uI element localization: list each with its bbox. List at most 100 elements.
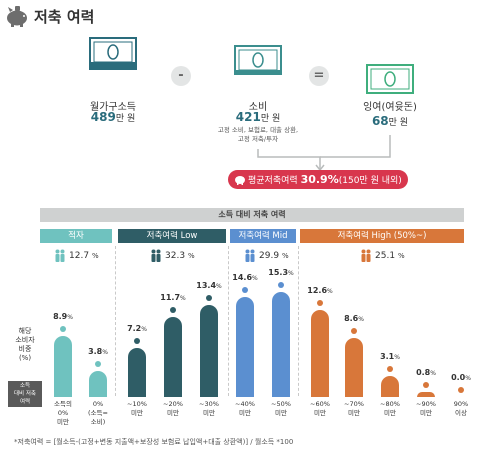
bar-value-label: 12.6% — [307, 286, 333, 296]
spend-label: 소비 — [248, 102, 268, 113]
category-deficit: 적자 — [40, 229, 112, 243]
bar-dot — [278, 281, 284, 288]
bar-dot — [170, 306, 176, 313]
bar-dot — [134, 337, 140, 344]
group-divider — [115, 246, 116, 396]
category-low-label: 저축여력 Low — [146, 231, 198, 241]
bar — [164, 316, 182, 397]
bar-value-label: 0.0% — [451, 373, 471, 382]
category-mid-share: 29.9% — [244, 249, 289, 262]
x-tick-label: 90% 이상 — [453, 400, 469, 417]
bar-dot — [242, 286, 248, 293]
bar-value-label: 14.6% — [232, 272, 258, 282]
category-low-share: 32.3% — [150, 249, 195, 262]
bar-value-label: 7.2% — [127, 323, 147, 333]
spend-note: 고정 소비, 보험료, 대출 상환, 고정 저축/투자 — [217, 126, 299, 143]
bar-dot — [60, 325, 66, 332]
surplus-unit: 만 원 — [388, 118, 409, 128]
page-title: 저축 여력 — [34, 8, 95, 26]
spend-value: 421만 원 — [216, 110, 300, 124]
bar-value-label: 3.8% — [88, 346, 108, 356]
bar-value-label: 13.4% — [196, 280, 222, 290]
people-icon — [361, 249, 371, 262]
group-divider — [298, 246, 299, 396]
bar-value-label: 15.3% — [268, 267, 294, 277]
bar-value-label: 0.8% — [416, 367, 436, 377]
category-deficit-label: 적자 — [68, 231, 84, 241]
bar — [381, 375, 399, 397]
banknote-stack-income-2 — [89, 67, 137, 70]
average-value: 30.9% — [300, 173, 339, 186]
bar — [89, 370, 107, 397]
bar-dot — [206, 294, 212, 301]
bar-value-label: 8.6% — [344, 313, 364, 323]
equals-operator: = — [309, 66, 329, 86]
chart-band-title: 소득 대비 저축 여력 — [40, 208, 464, 222]
x-tick-label: ~30% 미만 — [199, 400, 219, 417]
category-high-share-value: 25.1 — [375, 250, 396, 261]
piggy-bank-icon — [7, 6, 27, 27]
bar — [311, 310, 329, 397]
x-tick-label: ~40% 미만 — [235, 400, 255, 417]
category-high-share: 25.1% — [360, 249, 405, 262]
y-axis-label: 해당 소비자 비중 (%) — [15, 327, 35, 362]
category-deficit-share-value: 12.7 — [69, 250, 90, 261]
x-tick-label: 소득의 0% 미만 — [54, 400, 72, 426]
x-tick-label: ~50% 미만 — [271, 400, 291, 417]
bar-value-label: 8.9% — [53, 311, 73, 321]
income-amount: 489 — [90, 110, 116, 124]
category-low: 저축여력 Low — [118, 229, 226, 243]
spend-unit: 만 원 — [260, 114, 281, 124]
x-axis-badge: 소득 대비 저축 여력 — [8, 381, 42, 407]
category-high: 저축여력 High (50%~) — [300, 229, 464, 243]
bar — [236, 296, 254, 397]
connector-lines — [257, 135, 391, 171]
piggy-mini-icon — [235, 176, 245, 185]
category-deficit-share: 12.7% — [54, 249, 99, 262]
category-mid-label: 저축여력 Mid — [238, 231, 288, 241]
surplus-label: 잉여(여윳돈) — [363, 102, 417, 113]
bar — [417, 391, 435, 397]
group-divider — [228, 246, 229, 396]
bar — [200, 304, 218, 397]
people-icon — [245, 249, 255, 262]
income-label: 월가구소득 — [90, 102, 136, 113]
category-mid: 저축여력 Mid — [230, 229, 296, 243]
bar-dot — [95, 360, 101, 367]
bar — [345, 337, 363, 397]
category-high-label: 저축여력 High (50%~) — [337, 231, 427, 241]
footnote: *저축여력 = [월소득-(고정+변동 지출액+보장성 보험료 납입액+대출 상… — [14, 438, 294, 446]
bar-value-label: 3.1% — [380, 351, 400, 361]
x-tick-label: 0% (소득= 소비) — [88, 400, 108, 426]
bar-dot — [423, 381, 429, 388]
average-prefix: 평균저축여력 — [248, 176, 298, 186]
category-low-share-value: 32.3 — [165, 250, 186, 261]
bar-dot — [351, 327, 357, 334]
bar-dot — [317, 300, 323, 307]
average-savings-badge: 평균저축여력 30.9%(150만 원 내외) — [228, 170, 408, 189]
x-tick-label: ~90% 미만 — [416, 400, 436, 417]
income-value: 489만 원 — [70, 110, 156, 124]
bar — [128, 347, 146, 397]
bar-dot — [458, 387, 464, 393]
x-tick-label: ~20% 미만 — [163, 400, 183, 417]
surplus-amount: 68 — [371, 114, 389, 128]
surplus-value: 68만 원 — [345, 114, 435, 128]
average-suffix: (150만 원 내외) — [338, 176, 402, 186]
minus-operator: - — [171, 66, 191, 86]
x-tick-label: ~80% 미만 — [380, 400, 400, 417]
x-tick-label: ~70% 미만 — [344, 400, 364, 417]
bar — [54, 335, 72, 397]
people-icon — [151, 249, 161, 262]
x-tick-label: ~60% 미만 — [310, 400, 330, 417]
bar — [272, 291, 290, 397]
banknote-icon-surplus — [366, 64, 414, 94]
bar-value-label: 11.7% — [160, 292, 186, 302]
people-icon — [55, 249, 65, 262]
banknote-stack-spend — [234, 70, 282, 73]
income-unit: 만 원 — [115, 114, 136, 124]
bar-dot — [387, 365, 393, 372]
spend-amount: 421 — [235, 110, 261, 124]
banknote-stack-income — [89, 62, 137, 65]
category-mid-share-value: 29.9 — [259, 250, 280, 261]
